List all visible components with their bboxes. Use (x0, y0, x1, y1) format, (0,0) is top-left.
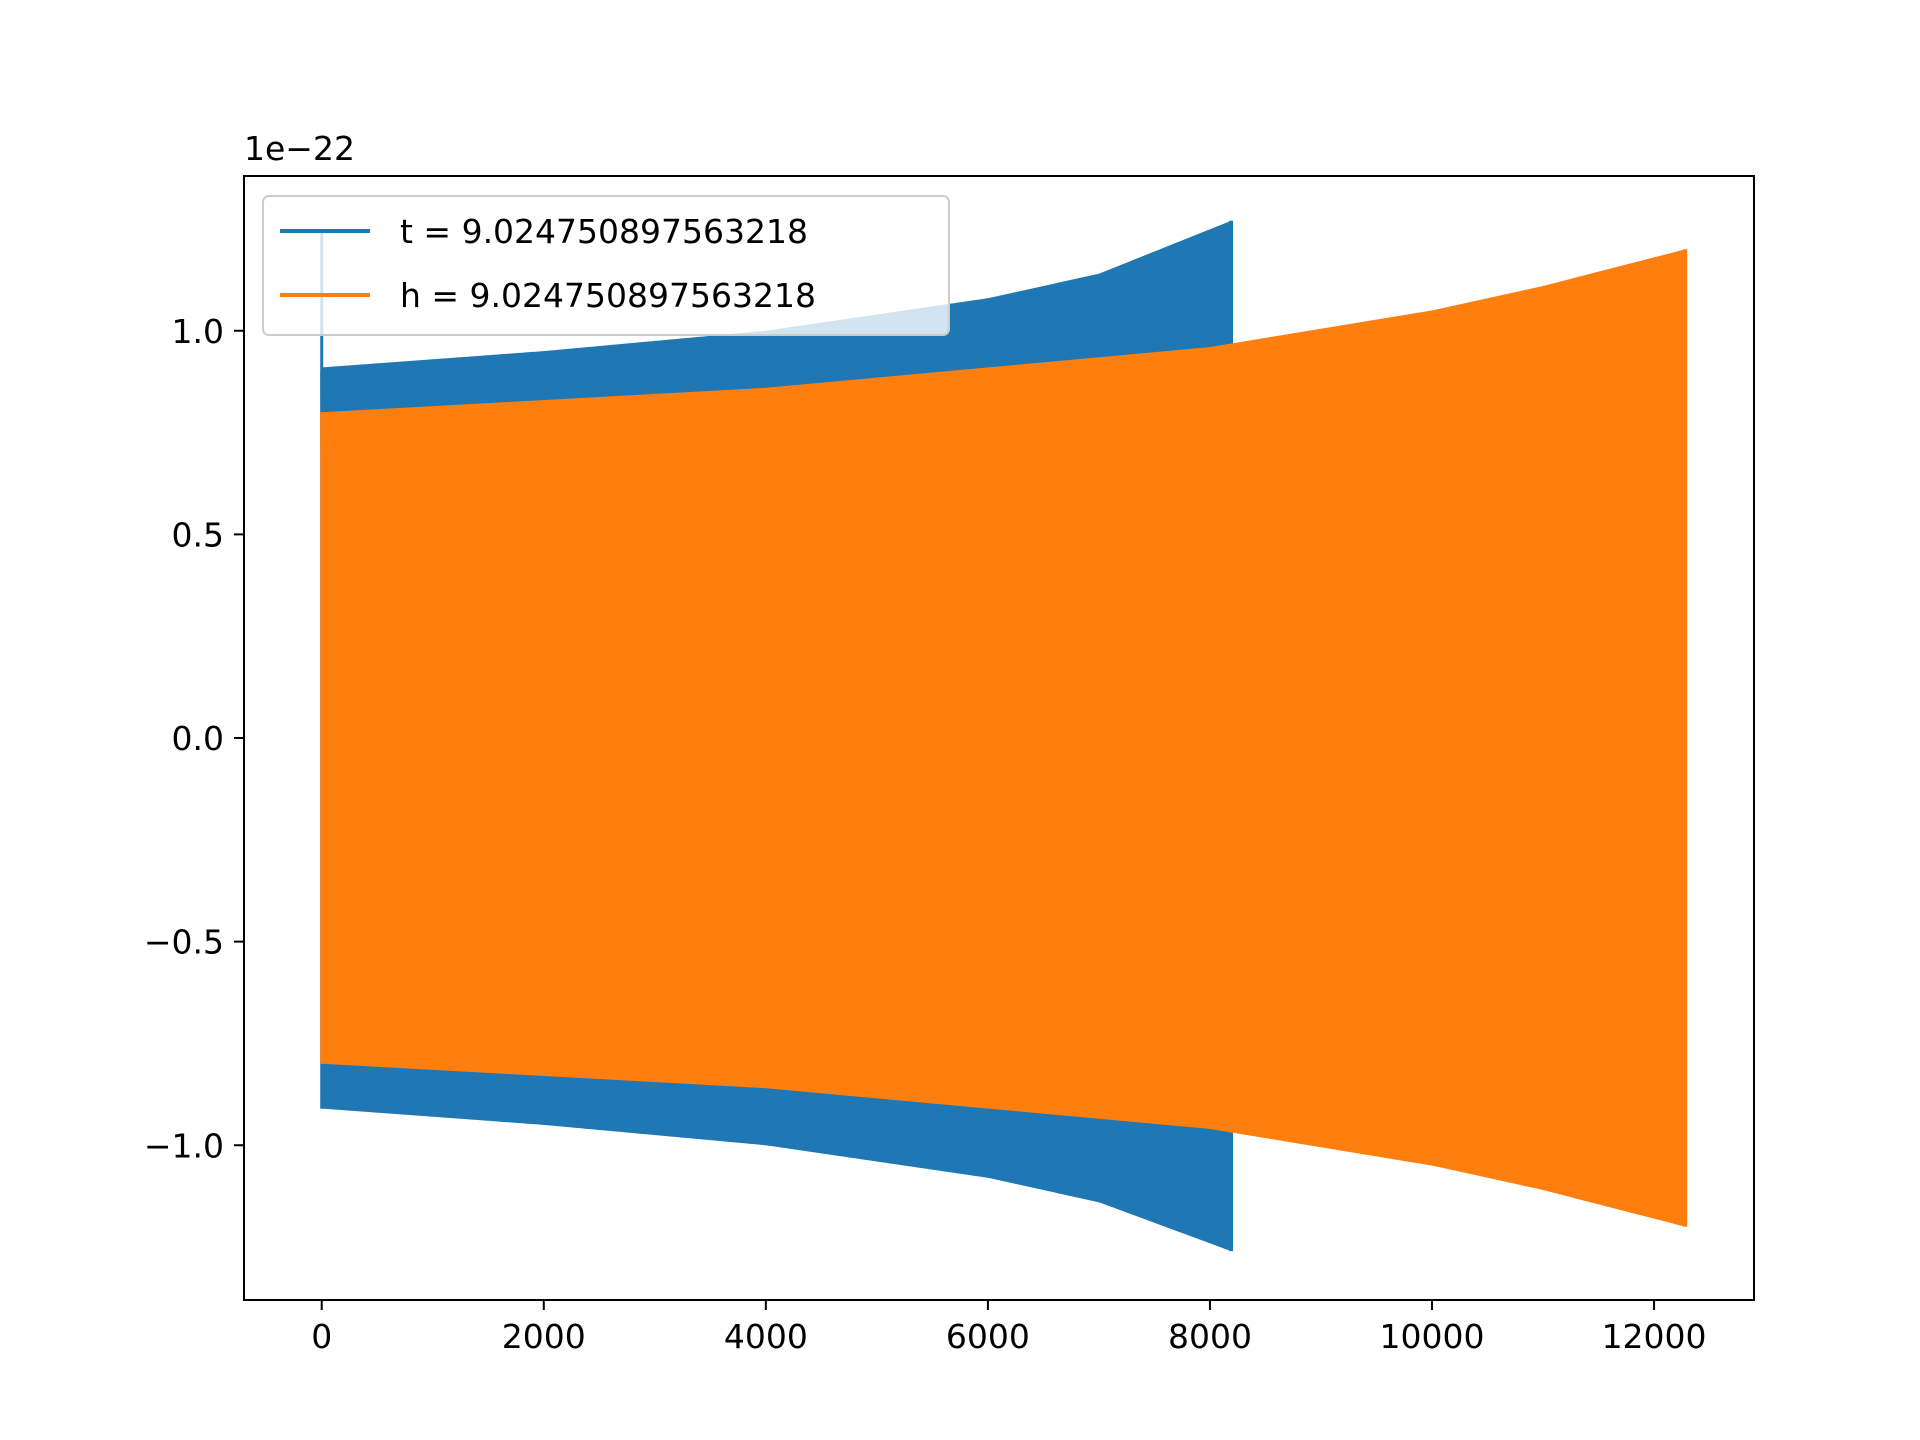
legend-box (262, 195, 950, 336)
x-tick-label: 12000 (1602, 1317, 1707, 1356)
x-tick-label: 4000 (724, 1317, 808, 1356)
x-tick-label: 2000 (502, 1317, 586, 1356)
x-axis: 0 2000 4000 6000 8000 10000 12000 (311, 1300, 1707, 1356)
legend-label: h = 9.024750897563218 (400, 276, 816, 315)
y-tick-label: 0.5 (172, 515, 224, 554)
series-line (320, 256, 1687, 1219)
x-tick-label: 10000 (1380, 1317, 1485, 1356)
y-tick-label: −0.5 (144, 923, 224, 962)
x-tick-label: 0 (311, 1317, 332, 1356)
legend: t = 9.024750897563218 h = 9.0247508975632… (262, 195, 950, 336)
y-tick-label: −1.0 (144, 1126, 224, 1165)
y-tick-label: 0.0 (172, 719, 224, 758)
series-h (320, 249, 1688, 1227)
x-tick-label: 6000 (946, 1317, 1030, 1356)
legend-label: t = 9.024750897563218 (400, 212, 808, 251)
y-axis-offset-label: 1e−22 (244, 129, 355, 168)
y-tick-label: 1.0 (172, 312, 224, 351)
x-tick-label: 8000 (1168, 1317, 1252, 1356)
series-layer (320, 220, 1688, 1252)
y-axis: 1.0 0.5 0.0 −0.5 −1.0 (144, 312, 244, 1165)
